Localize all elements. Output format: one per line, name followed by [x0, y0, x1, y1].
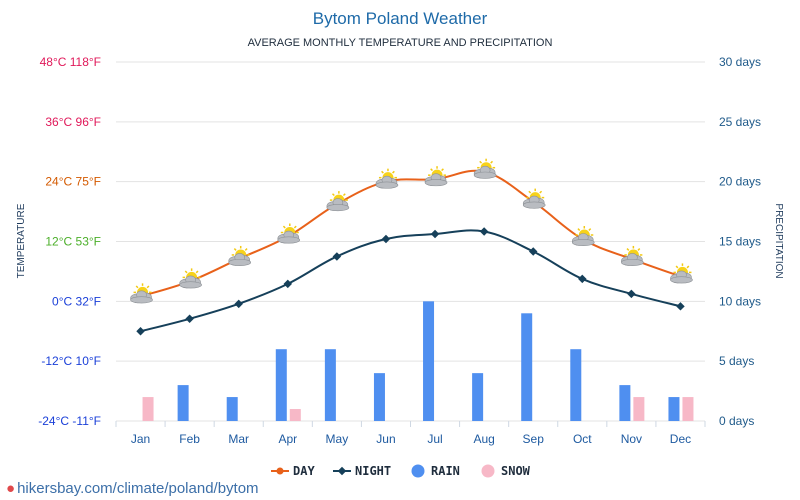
legend-rain-marker	[411, 464, 425, 478]
left-axis-title: TEMPERATURE	[16, 203, 27, 278]
left-tick-label: 48°C 118°F	[40, 55, 101, 69]
month-label: Apr	[278, 432, 297, 446]
snow-bar	[289, 409, 301, 421]
partly-cloudy-icon	[130, 283, 153, 304]
weather-icons	[130, 158, 693, 304]
chart-title: Bytom Poland Weather	[313, 9, 488, 28]
month-label: Jul	[427, 432, 442, 446]
night-point	[234, 299, 243, 309]
night-point	[332, 252, 342, 261]
partly-cloudy-icon	[326, 191, 350, 212]
night-point	[185, 314, 194, 324]
source-url: hikersbay.com/climate/poland/bytom	[17, 480, 259, 497]
right-tick-label: 5 days	[719, 354, 754, 368]
legend-day[interactable]: DAY	[271, 464, 315, 478]
rain-bar	[226, 397, 238, 421]
rain-bar	[668, 397, 680, 421]
snow-bar	[682, 397, 694, 421]
night-point	[283, 279, 293, 289]
rain-bar	[423, 301, 435, 421]
month-label: Feb	[179, 432, 200, 446]
right-tick-label: 15 days	[719, 235, 761, 249]
legend-day-label: DAY	[293, 464, 315, 478]
legend-night[interactable]: NIGHT	[333, 464, 391, 478]
left-tick-label: -24°C -11°F	[38, 414, 101, 428]
night-point	[430, 229, 440, 239]
legend-rain-label: RAIN	[431, 464, 460, 478]
legend-snow-marker	[481, 464, 495, 478]
legend-snow[interactable]: SNOW	[481, 464, 531, 478]
rain-bar	[177, 385, 189, 421]
night-point	[578, 274, 587, 284]
night-point	[528, 247, 538, 256]
rain-bar	[619, 385, 631, 421]
source-link[interactable]: ● hikersbay.com/climate/poland/bytom	[6, 480, 259, 497]
night-point	[479, 227, 489, 236]
month-label: Oct	[573, 432, 592, 446]
right-tick-label: 0 days	[719, 414, 754, 428]
month-label: Jan	[131, 432, 150, 446]
month-labels: Jan Feb Mar Apr May Jun Jul Aug Sep Oct Nov Dec	[131, 432, 691, 446]
map-pin-icon: ●	[6, 480, 16, 497]
partly-cloudy-icon	[277, 223, 301, 244]
partly-cloudy-icon	[228, 245, 252, 266]
right-axis-title: PRECIPITATION	[773, 203, 784, 278]
month-label: Dec	[670, 432, 691, 446]
partly-cloudy-icon	[670, 263, 693, 284]
left-tick-label: 24°C 75°F	[45, 175, 101, 189]
partly-cloudy-icon	[621, 245, 644, 266]
month-label: Nov	[621, 432, 642, 446]
snow-bar	[633, 397, 645, 421]
day-temperature-line	[140, 169, 681, 298]
right-axis-ticks: 30 days 25 days 20 days 15 days 10 days 5 day…	[719, 55, 761, 428]
left-tick-label: 36°C 96°F	[45, 115, 101, 129]
temperature-lines	[136, 169, 685, 336]
month-label: Aug	[473, 432, 494, 446]
partly-cloudy-icon	[424, 166, 448, 187]
rain-bar	[275, 349, 287, 421]
night-point	[381, 234, 391, 244]
partly-cloudy-icon	[473, 158, 497, 179]
legend-rain[interactable]: RAIN	[411, 464, 460, 478]
gridlines	[115, 61, 706, 427]
left-tick-label: -12°C 10°F	[41, 354, 101, 368]
month-label: Sep	[523, 432, 545, 446]
legend-night-label: NIGHT	[355, 464, 391, 478]
chart-subtitle: AVERAGE MONTHLY TEMPERATURE AND PRECIPIT…	[248, 37, 553, 49]
night-point	[676, 302, 685, 311]
rain-bar	[324, 349, 336, 421]
precipitation-bars	[142, 301, 694, 421]
legend-day-marker	[276, 467, 284, 475]
month-label: May	[326, 432, 349, 446]
month-label: Mar	[228, 432, 249, 446]
legend-night-marker	[337, 466, 347, 476]
left-tick-label: 0°C 32°F	[52, 294, 101, 308]
partly-cloudy-icon	[375, 168, 399, 189]
night-point	[627, 289, 636, 299]
partly-cloudy-icon	[571, 226, 595, 247]
left-axis-ticks: 48°C 118°F 36°C 96°F 24°C 75°F 12°C 53°F 0°C…	[38, 55, 101, 428]
rain-bar	[570, 349, 582, 421]
rain-bar	[472, 373, 484, 421]
legend[interactable]: DAY NIGHT RAIN SNOW	[271, 464, 531, 478]
partly-cloudy-icon	[522, 188, 546, 209]
night-temperature-line	[140, 229, 681, 333]
partly-cloudy-icon	[179, 268, 202, 289]
legend-snow-label: SNOW	[501, 464, 531, 478]
left-tick-label: 12°C 53°F	[45, 235, 101, 249]
snow-bar	[142, 397, 154, 421]
rain-bar	[521, 313, 533, 421]
right-tick-label: 30 days	[719, 55, 761, 69]
right-tick-label: 10 days	[719, 294, 761, 308]
night-point	[136, 327, 145, 336]
right-tick-label: 20 days	[719, 175, 761, 189]
rain-bar	[373, 373, 385, 421]
month-label: Jun	[376, 432, 395, 446]
right-tick-label: 25 days	[719, 115, 761, 129]
